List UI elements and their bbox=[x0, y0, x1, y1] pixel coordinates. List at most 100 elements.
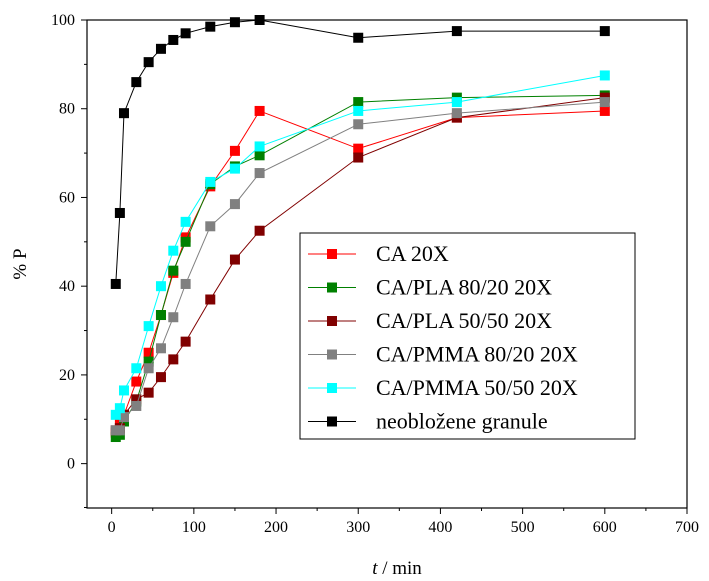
data-point bbox=[168, 245, 179, 256]
data-point bbox=[131, 394, 142, 405]
data-point bbox=[131, 376, 142, 387]
data-point bbox=[254, 225, 265, 236]
data-point bbox=[155, 43, 166, 54]
data-point bbox=[229, 254, 240, 265]
data-point bbox=[353, 119, 364, 130]
data-point bbox=[205, 221, 216, 232]
data-point bbox=[110, 278, 121, 289]
data-point bbox=[353, 97, 364, 108]
y-tick-label: 80 bbox=[59, 101, 75, 118]
data-point bbox=[451, 108, 462, 119]
data-point bbox=[254, 168, 265, 179]
series-5 bbox=[110, 15, 610, 289]
legend-label: CA/PMMA 80/20 20X bbox=[376, 342, 578, 367]
data-point bbox=[110, 409, 121, 420]
plot-frame bbox=[86, 19, 688, 509]
data-point bbox=[155, 372, 166, 383]
data-point bbox=[143, 363, 154, 374]
legend-box bbox=[299, 232, 636, 440]
series-line bbox=[115, 19, 605, 284]
data-point bbox=[168, 312, 179, 323]
data-point bbox=[118, 385, 129, 396]
data-point bbox=[353, 152, 364, 163]
data-point bbox=[599, 70, 610, 81]
legend-marker bbox=[327, 383, 337, 393]
data-point bbox=[229, 145, 240, 156]
data-point bbox=[254, 150, 265, 161]
data-point bbox=[143, 356, 154, 367]
series-4 bbox=[110, 70, 610, 420]
y-tick-label: 20 bbox=[59, 367, 75, 384]
legend-marker bbox=[327, 349, 337, 360]
data-point bbox=[599, 97, 610, 108]
data-point bbox=[180, 28, 191, 39]
data-point bbox=[180, 236, 191, 247]
data-point bbox=[114, 425, 125, 436]
data-point bbox=[599, 26, 610, 37]
legend-item: CA/PLA 50/50 20X bbox=[308, 308, 552, 333]
legend-item: CA 20X bbox=[308, 241, 449, 266]
y-tick-label: 60 bbox=[59, 189, 75, 206]
data-point bbox=[451, 97, 462, 108]
data-point bbox=[131, 363, 142, 374]
data-point bbox=[168, 354, 179, 365]
data-point bbox=[180, 216, 191, 227]
data-point bbox=[131, 77, 142, 88]
data-point bbox=[155, 343, 166, 354]
x-tick-label: 400 bbox=[428, 519, 452, 536]
y-tick-label: 0 bbox=[67, 456, 75, 473]
series-3 bbox=[110, 97, 610, 436]
x-tick-label: 600 bbox=[593, 519, 617, 536]
y-tick-label: 100 bbox=[51, 12, 75, 29]
legend-marker bbox=[327, 282, 337, 293]
x-tick-label: 100 bbox=[182, 519, 206, 536]
x-tick-label: 500 bbox=[511, 519, 535, 536]
legend-item: neobložene granule bbox=[308, 409, 548, 434]
legend-label: CA 20X bbox=[376, 241, 449, 266]
data-point bbox=[131, 400, 142, 411]
data-point bbox=[229, 17, 240, 28]
data-point bbox=[205, 21, 216, 32]
data-point bbox=[599, 105, 610, 116]
x-tick-label: 200 bbox=[264, 519, 288, 536]
legend-marker bbox=[327, 416, 337, 427]
y-tick-label: 40 bbox=[59, 278, 75, 295]
data-point bbox=[254, 141, 265, 152]
data-point bbox=[155, 310, 166, 321]
x-tick-label: 700 bbox=[675, 519, 699, 536]
data-point bbox=[155, 281, 166, 292]
data-point bbox=[205, 176, 216, 187]
data-point bbox=[143, 321, 154, 332]
data-point bbox=[143, 57, 154, 68]
data-point bbox=[180, 278, 191, 289]
data-point bbox=[353, 143, 364, 154]
data-point bbox=[254, 105, 265, 116]
legend-label: neobložene granule bbox=[376, 409, 548, 434]
data-point bbox=[143, 347, 154, 358]
data-point bbox=[114, 207, 125, 218]
x-tick-label: 300 bbox=[346, 519, 370, 536]
legend-item: CA/PLA 80/20 20X bbox=[308, 275, 552, 300]
data-point bbox=[143, 387, 154, 398]
legend-marker bbox=[327, 316, 337, 326]
legend-marker bbox=[327, 249, 337, 259]
x-axis-label: t / min bbox=[372, 558, 422, 579]
data-point bbox=[168, 34, 179, 45]
data-point bbox=[205, 294, 216, 305]
data-point bbox=[114, 403, 125, 414]
data-point bbox=[229, 199, 240, 210]
y-axis-label: % P bbox=[10, 248, 31, 279]
data-point bbox=[180, 336, 191, 347]
data-point bbox=[254, 15, 265, 25]
data-point bbox=[118, 108, 129, 119]
legend-item: CA/PMMA 80/20 20X bbox=[308, 342, 578, 367]
data-point bbox=[353, 105, 364, 116]
legend-label: CA/PMMA 50/50 20X bbox=[376, 375, 578, 400]
legend-label: CA/PLA 50/50 20X bbox=[376, 308, 552, 333]
x-tick-label: 0 bbox=[108, 519, 116, 536]
data-point bbox=[451, 26, 462, 37]
data-point bbox=[353, 32, 364, 43]
legend-item: CA/PMMA 50/50 20X bbox=[308, 375, 578, 400]
data-point bbox=[118, 412, 129, 423]
